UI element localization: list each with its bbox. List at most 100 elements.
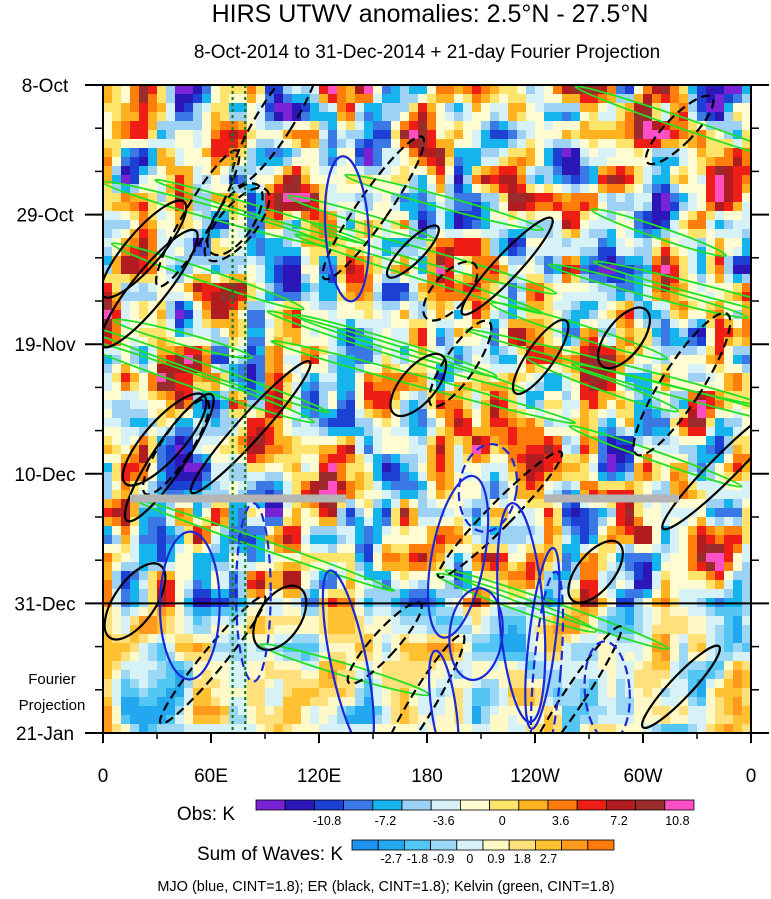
heat-cell bbox=[103, 256, 113, 266]
heat-cell bbox=[463, 625, 473, 635]
heat-cell bbox=[238, 157, 248, 167]
heat-cell bbox=[580, 454, 590, 464]
heat-cell bbox=[346, 247, 356, 257]
heat-cell bbox=[247, 544, 257, 554]
heat-cell bbox=[355, 688, 365, 698]
heat-cell bbox=[202, 121, 212, 131]
heat-cell bbox=[616, 256, 626, 266]
heat-cell bbox=[742, 229, 751, 239]
heat-cell bbox=[427, 265, 437, 275]
heat-cell bbox=[238, 355, 248, 365]
heat-cell bbox=[571, 463, 581, 473]
heat-cell bbox=[355, 256, 365, 266]
heat-cell bbox=[238, 625, 248, 635]
heat-cell bbox=[112, 283, 122, 293]
heat-cell bbox=[526, 643, 536, 653]
heat-cell bbox=[130, 535, 140, 545]
heat-cell bbox=[508, 184, 518, 194]
heat-cell bbox=[103, 697, 113, 707]
heat-cell bbox=[220, 238, 230, 248]
heat-cell bbox=[256, 274, 266, 284]
heat-cell bbox=[328, 382, 338, 392]
heat-cell bbox=[652, 580, 662, 590]
heat-cell bbox=[472, 634, 482, 644]
heat-cell bbox=[256, 364, 266, 374]
heat-cell bbox=[472, 499, 482, 509]
heat-cell bbox=[589, 643, 599, 653]
heat-cell bbox=[202, 517, 212, 527]
heat-cell bbox=[508, 337, 518, 347]
heat-cell bbox=[688, 337, 698, 347]
heat-cell bbox=[715, 103, 725, 113]
heat-cell bbox=[139, 400, 149, 410]
heat-cell bbox=[292, 499, 302, 509]
heat-cell bbox=[634, 310, 644, 320]
heat-cell bbox=[436, 328, 446, 338]
heat-cell bbox=[139, 346, 149, 356]
heat-cell bbox=[463, 166, 473, 176]
heat-cell bbox=[211, 247, 221, 257]
heat-cell bbox=[508, 463, 518, 473]
heat-cell bbox=[382, 274, 392, 284]
heat-cell bbox=[517, 580, 527, 590]
heat-cell bbox=[598, 535, 608, 545]
heat-cell bbox=[247, 463, 257, 473]
heat-cell bbox=[472, 670, 482, 680]
heat-cell bbox=[409, 301, 419, 311]
heat-cell bbox=[742, 220, 751, 230]
heat-cell bbox=[202, 319, 212, 329]
heat-cell bbox=[571, 211, 581, 221]
heat-cell bbox=[508, 193, 518, 203]
heat-cell bbox=[238, 499, 248, 509]
heat-cell bbox=[355, 427, 365, 437]
heat-cell bbox=[661, 697, 671, 707]
heat-cell bbox=[544, 103, 554, 113]
heat-cell bbox=[445, 211, 455, 221]
heat-cell bbox=[364, 139, 374, 149]
heat-cell bbox=[247, 229, 257, 239]
heat-cell bbox=[112, 616, 122, 626]
heat-cell bbox=[346, 625, 356, 635]
heat-cell bbox=[247, 706, 257, 716]
heat-cell bbox=[445, 292, 455, 302]
heat-cell bbox=[490, 121, 500, 131]
heat-cell bbox=[328, 265, 338, 275]
heat-cell bbox=[274, 166, 284, 176]
heat-cell bbox=[652, 238, 662, 248]
heat-cell bbox=[193, 292, 203, 302]
heat-cell bbox=[238, 652, 248, 662]
heat-cell bbox=[607, 328, 617, 338]
heat-cell bbox=[625, 607, 635, 617]
heat-cell bbox=[373, 283, 383, 293]
heat-cell bbox=[661, 319, 671, 329]
heat-cell bbox=[706, 283, 716, 293]
heat-cell bbox=[400, 616, 410, 626]
heat-cell bbox=[427, 481, 437, 491]
heat-cell bbox=[463, 130, 473, 140]
heat-cell bbox=[409, 382, 419, 392]
heat-cell bbox=[436, 625, 446, 635]
heat-cell bbox=[490, 157, 500, 167]
heat-cell bbox=[535, 148, 545, 158]
heat-cell bbox=[490, 220, 500, 230]
heat-cell bbox=[454, 499, 464, 509]
heat-cell bbox=[517, 589, 527, 599]
heat-cell bbox=[634, 112, 644, 122]
heat-cell bbox=[229, 229, 239, 239]
heat-cell bbox=[481, 499, 491, 509]
heat-cell bbox=[121, 130, 131, 140]
heat-cell bbox=[202, 562, 212, 572]
heat-cell bbox=[202, 382, 212, 392]
heat-cell bbox=[580, 211, 590, 221]
heat-cell bbox=[112, 652, 122, 662]
heat-cell bbox=[184, 481, 194, 491]
heat-cell bbox=[238, 706, 248, 716]
heat-cell bbox=[292, 517, 302, 527]
heat-cell bbox=[382, 517, 392, 527]
heat-cell bbox=[130, 562, 140, 572]
heat-cell bbox=[580, 616, 590, 626]
heat-cell bbox=[472, 481, 482, 491]
heat-cell bbox=[319, 508, 329, 518]
heat-cell bbox=[400, 607, 410, 617]
heat-cell bbox=[211, 229, 221, 239]
